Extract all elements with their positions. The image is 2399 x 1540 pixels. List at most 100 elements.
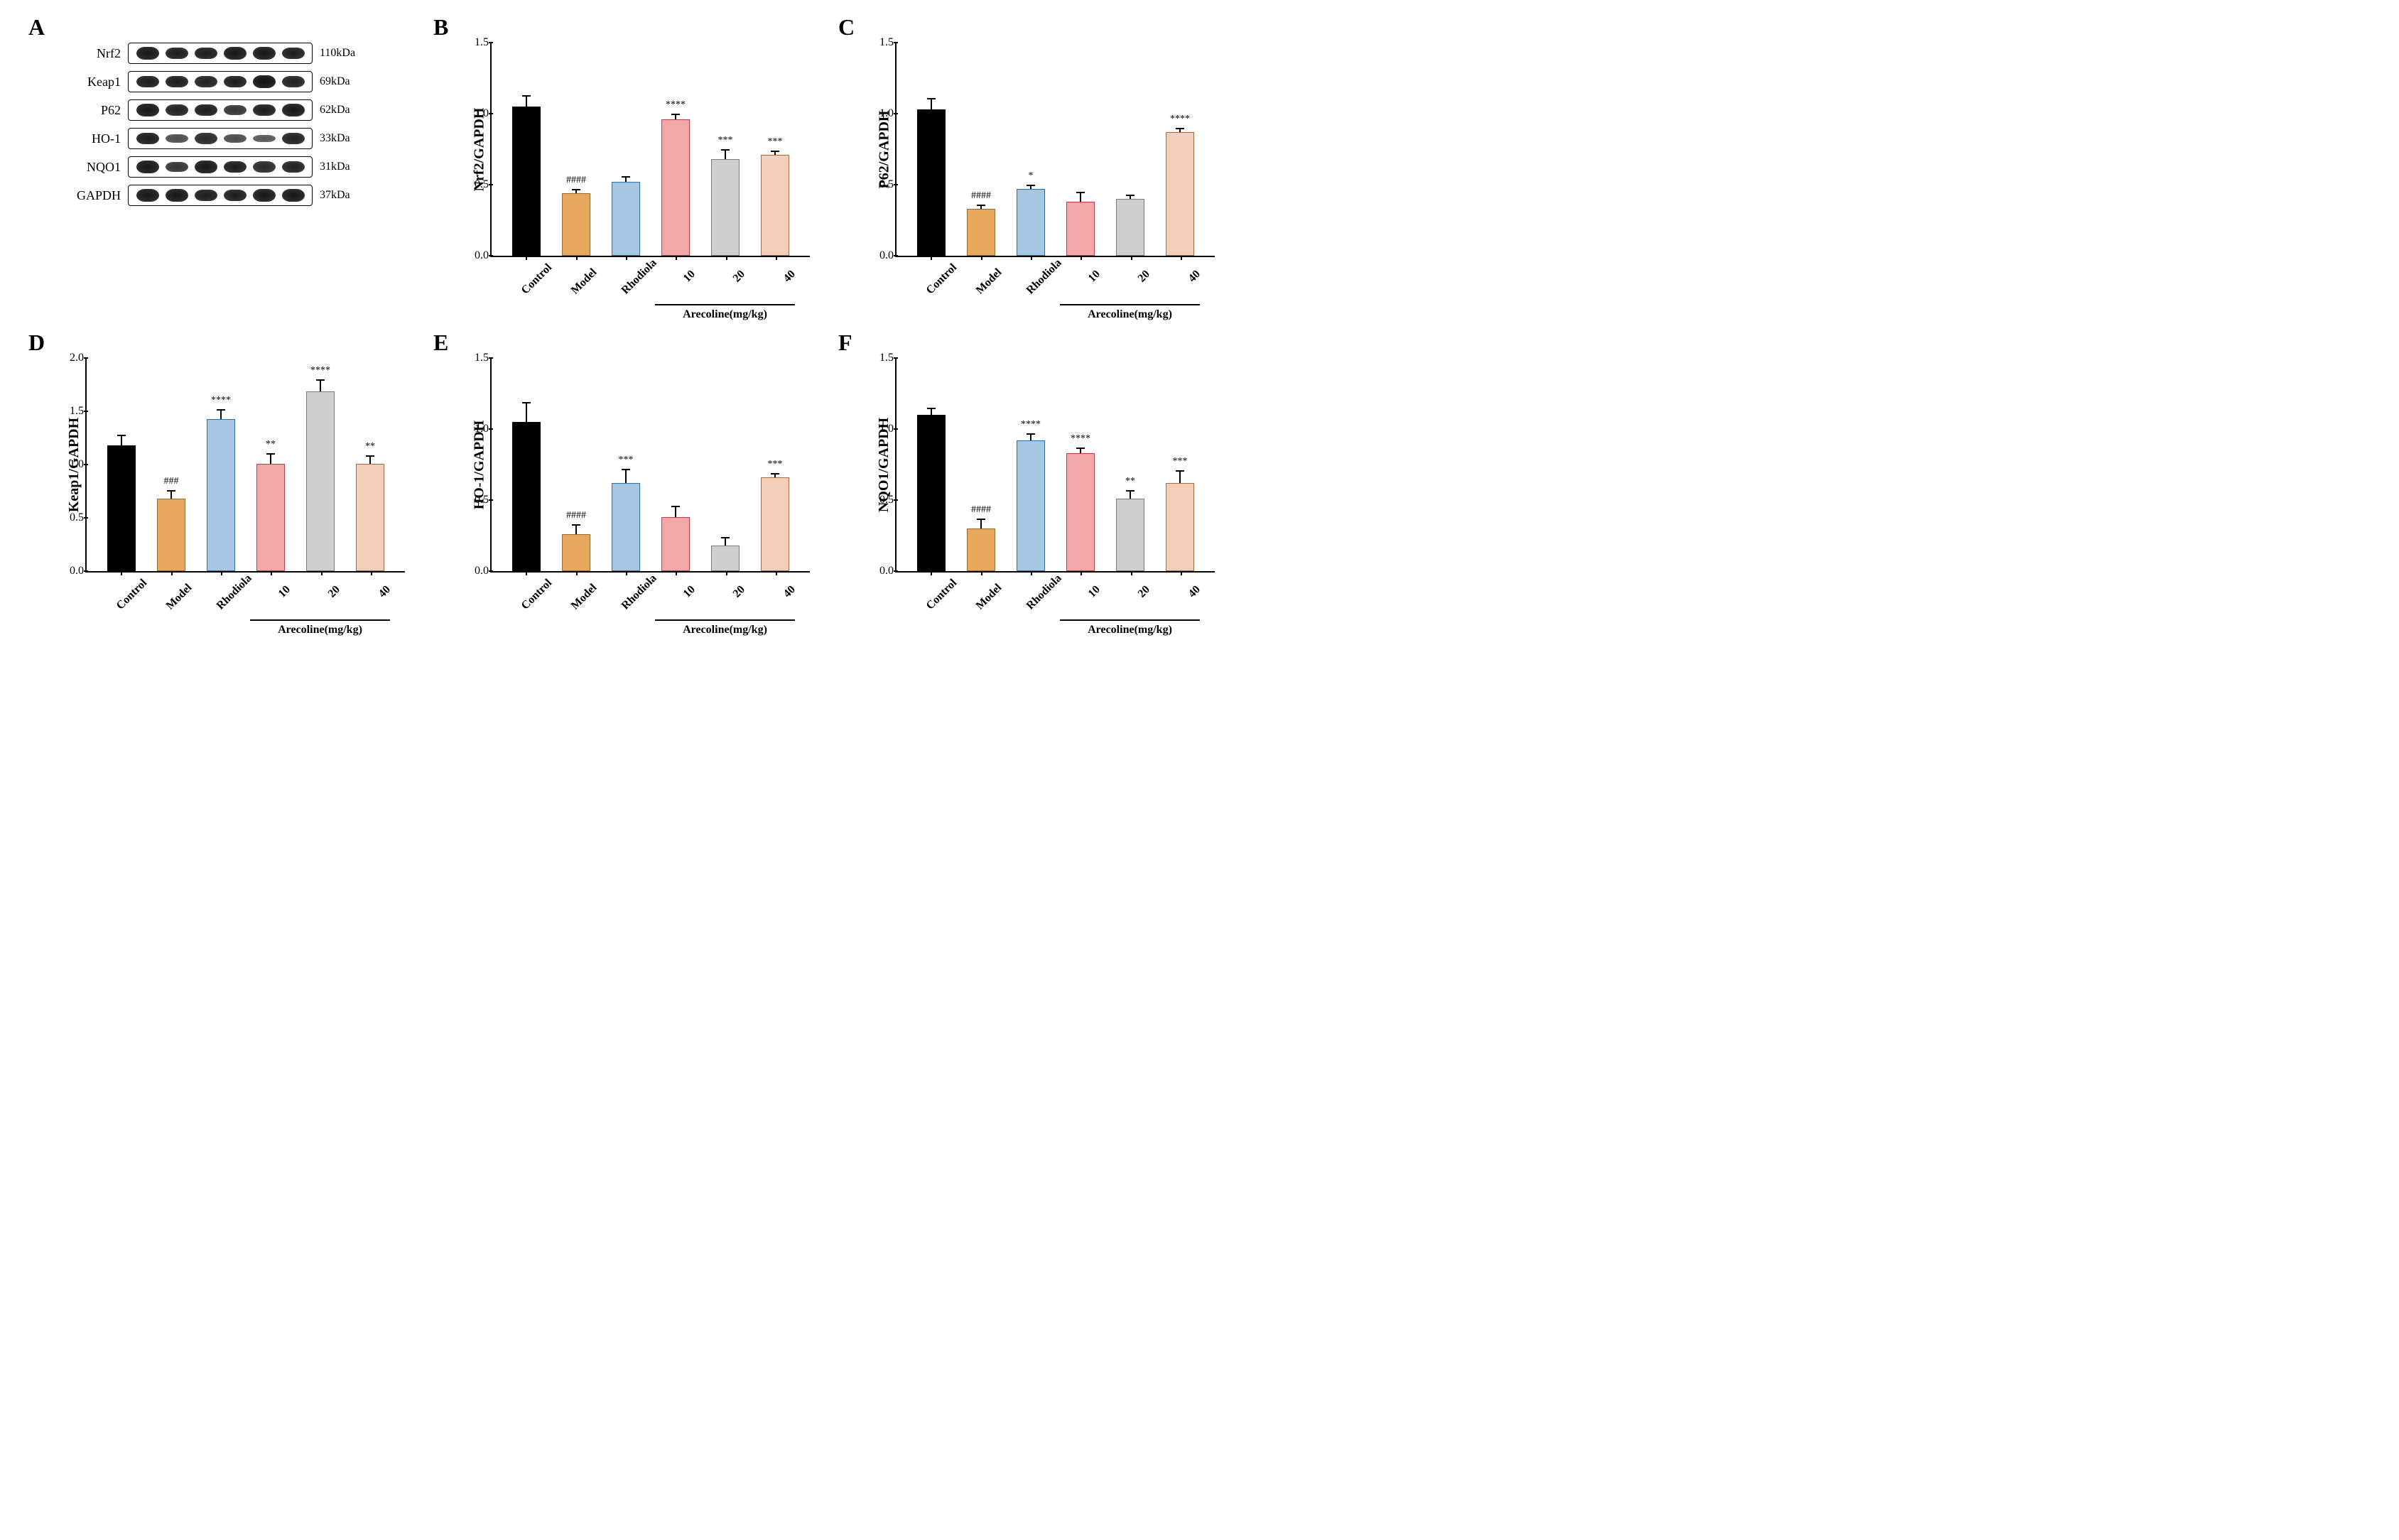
- blot-band: [282, 76, 305, 87]
- panel-B-label: B: [433, 14, 448, 40]
- y-tick: 0.5: [57, 511, 84, 524]
- blot-band: [166, 104, 188, 116]
- x-tick: [576, 571, 578, 575]
- blot-band: [195, 76, 217, 87]
- arecoline-line: [250, 619, 390, 621]
- bar-rect: [917, 109, 946, 256]
- bar-20: ****: [306, 391, 335, 572]
- chart-area: Keap1/GAPDH0.00.51.01.52.0###***********…: [64, 358, 405, 571]
- bar-rect: [612, 182, 640, 256]
- panel-C: CP62/GAPDH0.00.51.01.5####*****ControlMo…: [838, 14, 1215, 301]
- blot-row-NQO1: NQO131kDa: [64, 156, 405, 178]
- y-tick: 0.0: [57, 565, 84, 578]
- blot-band: [166, 189, 188, 201]
- western-blot: Nrf2110kDaKeap169kDaP6262kDaHO-133kDaNQO…: [28, 14, 405, 206]
- bars-container: ###************: [87, 358, 405, 571]
- blot-mw-label: 33kDa: [313, 132, 369, 145]
- significance-label: ****: [310, 365, 330, 376]
- x-tick: [676, 571, 677, 575]
- bar-10: [661, 517, 690, 571]
- blot-lane-box: [128, 71, 313, 92]
- x-labels: ControlModelRhodiola102040: [895, 260, 1215, 273]
- blot-band: [224, 134, 247, 143]
- bar-40: ***: [761, 477, 789, 571]
- significance-label: ***: [768, 136, 783, 148]
- bar-rect: [1116, 499, 1144, 571]
- bar-rect: [1166, 483, 1194, 571]
- bars-container: ####*************: [897, 358, 1215, 571]
- panel-E-label: E: [433, 330, 448, 356]
- bar-Rhodiola: [612, 182, 640, 256]
- significance-label: ****: [666, 99, 686, 111]
- error-bar: [220, 409, 222, 419]
- blot-band: [166, 76, 188, 88]
- x-tick: [776, 571, 777, 575]
- arecoline-label: Arecoline(mg/kg): [1088, 624, 1172, 636]
- error-bar: [369, 455, 371, 464]
- y-axis-label: Nrf2/GAPDH: [469, 43, 490, 256]
- blot-protein-label: P62: [64, 103, 128, 118]
- blot-band: [224, 161, 247, 173]
- y-axis-label: NQO1/GAPDH: [874, 358, 895, 571]
- y-tick: 0.0: [462, 565, 489, 578]
- error-bar: [1179, 470, 1181, 483]
- y-tick: 1.0: [462, 107, 489, 120]
- y-tick: 1.5: [867, 352, 894, 364]
- bar-rect: [256, 464, 285, 572]
- bar-Rhodiola: *: [1017, 189, 1045, 256]
- panel-F: FNQO1/GAPDH0.00.51.01.5####*************…: [838, 330, 1215, 617]
- blot-protein-label: HO-1: [64, 131, 128, 146]
- y-tick: 0.5: [462, 178, 489, 191]
- blot-row-Nrf2: Nrf2110kDa: [64, 43, 405, 64]
- blot-band: [282, 104, 305, 116]
- bar-10: ****: [1066, 453, 1095, 571]
- significance-label: ****: [1170, 114, 1190, 125]
- arecoline-line: [1060, 619, 1200, 621]
- bar-Control: [512, 422, 541, 571]
- bar-Rhodiola: ****: [207, 419, 235, 572]
- error-bar: [270, 453, 271, 464]
- plot-area: 0.00.51.01.5####*****: [895, 43, 1215, 257]
- blot-band: [224, 105, 247, 115]
- error-bar: [931, 98, 932, 109]
- bar-rect: [711, 546, 740, 571]
- bar-rect: [1066, 453, 1095, 571]
- bar-rect: [761, 155, 789, 256]
- bar-rect: [1166, 132, 1194, 256]
- blot-lane-box: [128, 99, 313, 121]
- significance-label: ###: [164, 476, 179, 487]
- chart-area: P62/GAPDH0.00.51.01.5####*****: [874, 43, 1215, 256]
- x-tick: [981, 571, 982, 575]
- x-tick: [171, 571, 173, 575]
- y-tick: 1.0: [57, 458, 84, 471]
- x-tick: [931, 571, 932, 575]
- arecoline-bracket: Arecoline(mg/kg): [85, 588, 405, 617]
- x-labels: ControlModelRhodiola102040: [490, 575, 810, 588]
- significance-label: ***: [1173, 456, 1188, 467]
- x-tick: [931, 256, 932, 260]
- bar-rect: [356, 464, 384, 572]
- bar-40: ***: [1166, 483, 1194, 571]
- bar-40: **: [356, 464, 384, 572]
- y-tick: 0.5: [867, 494, 894, 506]
- bar-rect: [661, 119, 690, 256]
- blot-band: [195, 161, 217, 173]
- blot-band: [195, 190, 217, 202]
- bar-Control: [917, 415, 946, 571]
- significance-label: ****: [211, 395, 231, 406]
- bar-10: **: [256, 464, 285, 572]
- bar-rect: [207, 419, 235, 572]
- blot-protein-label: NQO1: [64, 160, 128, 175]
- error-bar: [675, 114, 676, 119]
- x-tick: [271, 571, 272, 575]
- significance-label: ****: [1071, 433, 1090, 445]
- bar-rect: [562, 193, 590, 256]
- bar-rect: [562, 534, 590, 571]
- chart-B: Nrf2/GAPDH0.00.51.01.5####**********Cont…: [433, 14, 810, 301]
- bar-rect: [661, 517, 690, 571]
- error-bar: [1130, 490, 1131, 499]
- bar-20: ***: [711, 159, 740, 256]
- plot-area: 0.00.51.01.5####*************: [895, 358, 1215, 573]
- blot-band: [224, 47, 247, 59]
- bar-40: ****: [1166, 132, 1194, 256]
